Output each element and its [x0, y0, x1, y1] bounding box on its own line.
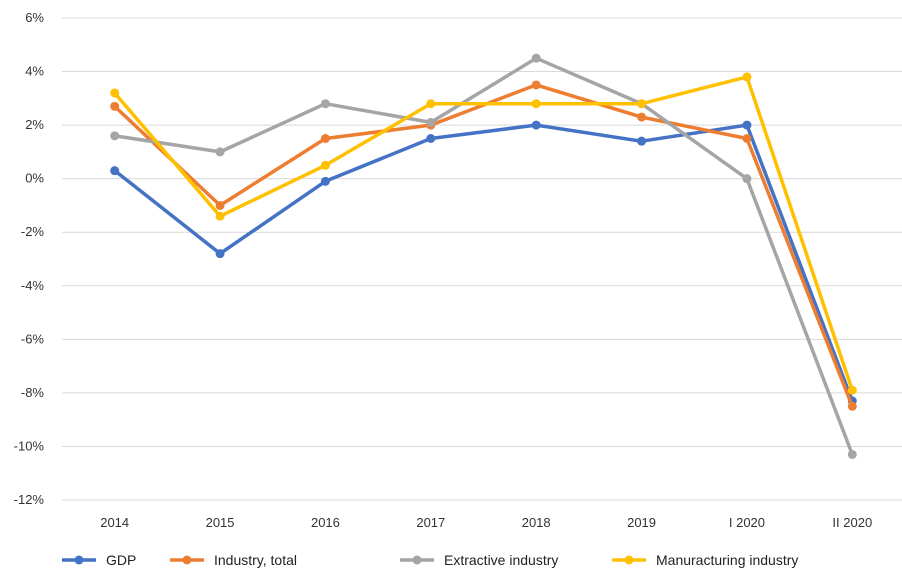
data-point [215, 249, 225, 259]
data-point [637, 99, 647, 109]
y-tick-label: -12% [14, 492, 45, 507]
data-point [110, 166, 120, 176]
y-tick-label: 6% [25, 10, 44, 25]
series-line-4 [112, 75, 855, 392]
data-point [110, 131, 120, 141]
data-point [531, 53, 541, 63]
data-point [426, 134, 436, 143]
x-tick-label: 2014 [100, 515, 129, 530]
data-point [847, 401, 857, 411]
y-tick-label: -4% [21, 278, 45, 293]
data-point [110, 101, 120, 111]
data-point [426, 117, 436, 127]
data-point [531, 120, 541, 130]
data-point [742, 174, 752, 184]
data-point [742, 134, 752, 143]
legend-label: Industry, total [214, 552, 297, 568]
data-point [320, 134, 330, 143]
data-point [742, 120, 752, 130]
legend-swatch-marker [182, 555, 192, 565]
legend: GDP Industry, total Extractive industry Man… [62, 552, 798, 568]
x-tick-label: 2017 [416, 515, 445, 530]
data-point [320, 160, 330, 170]
data-point [215, 147, 225, 157]
x-tick-label: I 2020 [729, 515, 765, 530]
legend-swatch-marker [74, 555, 84, 565]
x-tick-label: 2018 [522, 515, 551, 530]
data-point [637, 136, 647, 146]
data-point [742, 72, 752, 82]
data-point [426, 99, 436, 109]
y-tick-label: -8% [21, 385, 45, 400]
y-tick-label: 0% [25, 171, 44, 186]
data-point [215, 200, 225, 210]
y-tick-label: -10% [14, 438, 45, 453]
legend-label: Manuracturing industry [656, 552, 798, 568]
y-axis: 6% 4% 2% 0% -2% -4% -6% -8% -10% -12% [14, 10, 45, 507]
series-group [110, 53, 857, 459]
data-point [847, 385, 857, 395]
y-tick-label: 2% [25, 117, 44, 132]
x-tick-label: 2019 [627, 515, 656, 530]
y-tick-label: -2% [21, 224, 45, 239]
data-point [215, 211, 225, 221]
x-tick-label: 2016 [311, 515, 340, 530]
x-tick-label: 2015 [206, 515, 235, 530]
y-tick-label: 4% [25, 64, 44, 79]
series-line-3 [112, 56, 855, 457]
y-tick-label: -6% [21, 331, 45, 346]
series-line-1 [112, 123, 855, 403]
data-point [320, 99, 330, 109]
data-point [637, 112, 647, 122]
legend-swatch-marker [412, 555, 422, 565]
legend-label: Extractive industry [444, 552, 558, 568]
x-tick-label: II 2020 [832, 515, 872, 530]
gridlines [62, 17, 902, 501]
legend-swatch-marker [624, 555, 634, 565]
data-point [531, 99, 541, 109]
data-point [110, 88, 120, 98]
data-point [320, 176, 330, 186]
data-point [531, 80, 541, 90]
legend-label: GDP [106, 552, 136, 568]
x-axis: 2014 2015 2016 2017 2018 2019 I 2020 II 2020 [100, 515, 872, 530]
data-point [847, 449, 857, 459]
